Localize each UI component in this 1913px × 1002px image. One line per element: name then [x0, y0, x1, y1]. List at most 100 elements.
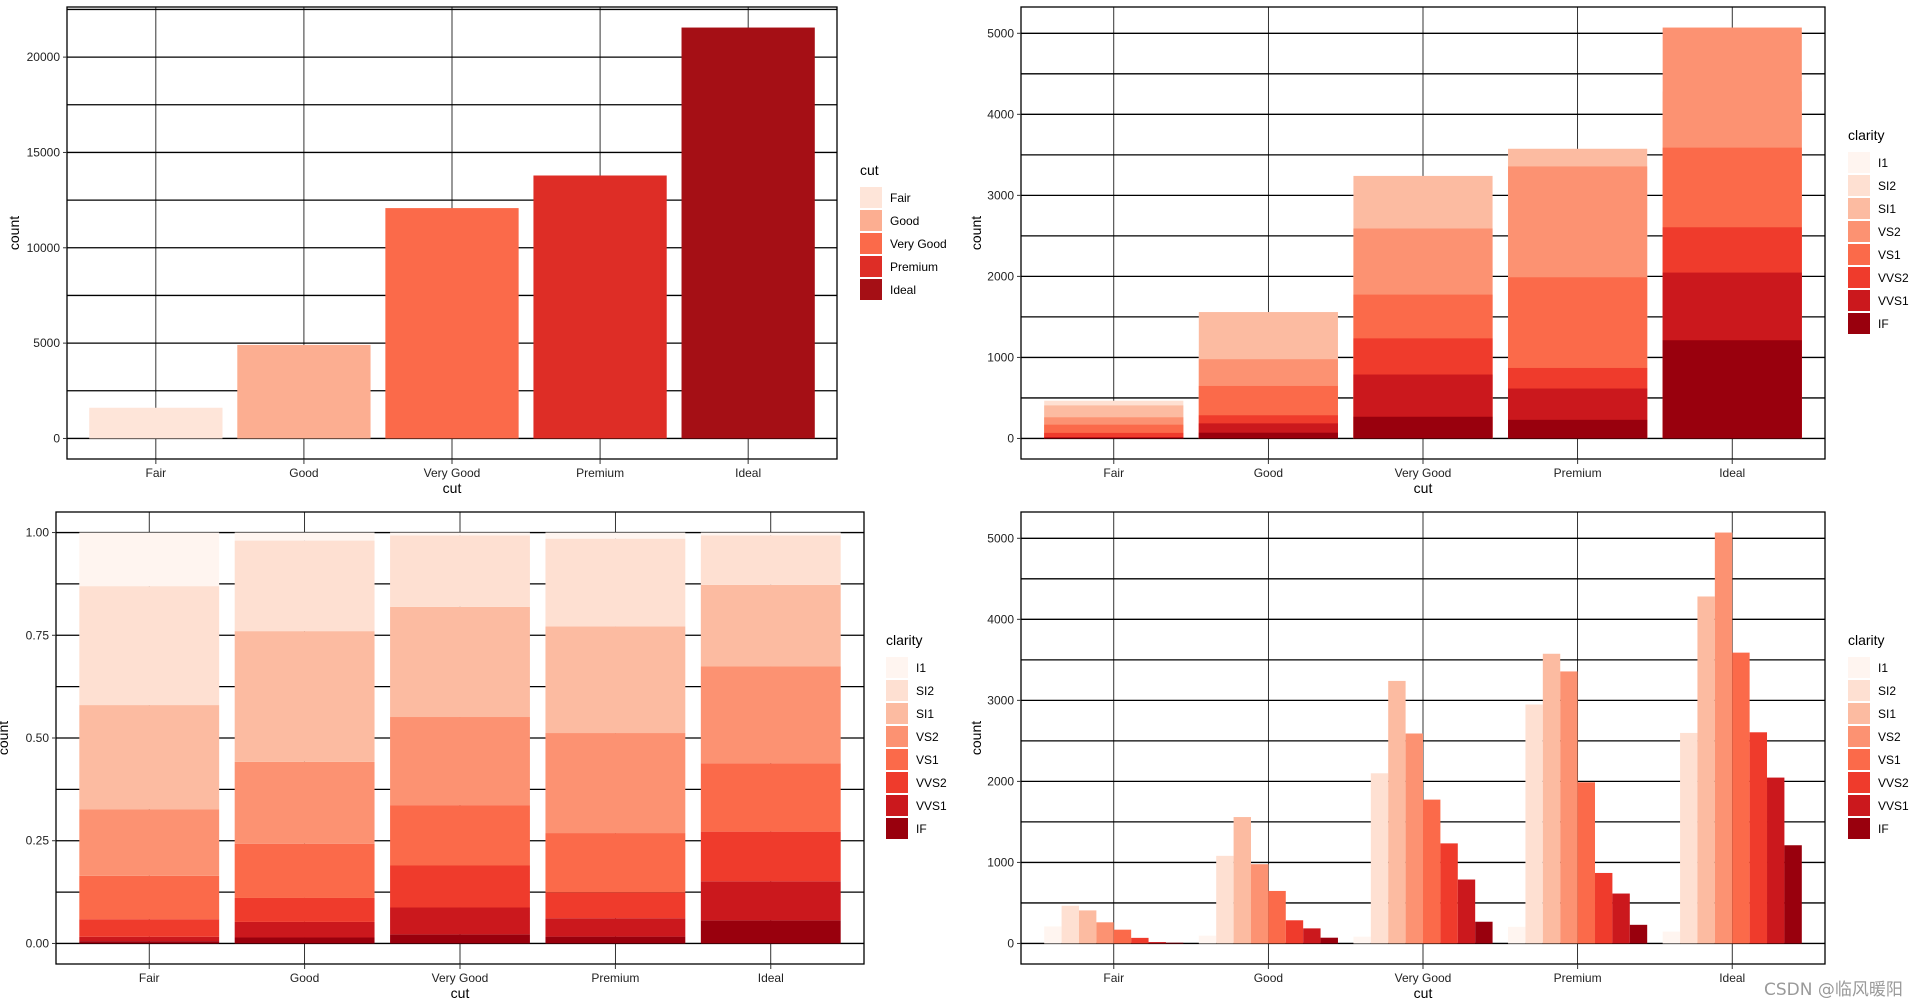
legend-title: clarity: [1848, 127, 1885, 143]
legend-label: Good: [890, 214, 919, 228]
bar-segment-VVS1: [79, 936, 220, 942]
x-tick-label: Premium: [576, 466, 624, 480]
y-tick-label: 0.25: [26, 834, 50, 848]
legend-key: [860, 187, 882, 208]
bar-segment-I1: [79, 532, 220, 587]
legend-label: SI2: [916, 684, 934, 698]
x-tick-label: Good: [1254, 971, 1283, 985]
bar-segment-SI2: [545, 538, 686, 627]
bar-VS1: [1268, 890, 1286, 944]
bar-VVS2: [1749, 732, 1768, 944]
bar-fair: [89, 407, 223, 439]
bar-segment-I1: [545, 532, 686, 539]
bar-segment-VVS2: [234, 897, 375, 922]
legend-label: VS2: [1878, 730, 1901, 744]
legend-key: [886, 818, 908, 839]
legend-label: SI2: [1878, 179, 1896, 193]
legend-label: VVS2: [1878, 776, 1909, 790]
y-tick-label: 0.00: [26, 936, 50, 950]
bar-segment-SI1: [700, 584, 841, 667]
bar-SI2: [1216, 855, 1234, 944]
legend-title: clarity: [886, 632, 923, 648]
x-axis-title: cut: [1414, 985, 1433, 1001]
legend-label: VVS1: [916, 799, 947, 813]
bar-VVS1: [1457, 879, 1476, 944]
x-tick-label: Premium: [591, 971, 639, 985]
bar-segment-VS2: [545, 733, 686, 834]
legend-label: I1: [1878, 156, 1888, 170]
bar-segment-I1: [700, 532, 841, 536]
bar-VS2: [1560, 671, 1578, 944]
y-axis-title: count: [0, 721, 11, 755]
legend-key: [1848, 726, 1870, 747]
bar-segment-VVS1: [545, 918, 686, 937]
bar-IF: [1475, 921, 1493, 944]
bar-segment-IF: [545, 936, 686, 944]
bar-premium: [533, 175, 667, 439]
legend-key: [886, 772, 908, 793]
bar-IF: [1198, 432, 1338, 439]
legend-key: [886, 703, 908, 724]
x-tick-label: Fair: [146, 466, 167, 480]
legend-key: [1848, 290, 1870, 311]
y-tick-label: 15000: [27, 145, 61, 159]
legend-key: [1848, 244, 1870, 265]
legend-label: Ideal: [890, 283, 916, 297]
legend-label: I1: [916, 661, 926, 675]
bar-IF: [1320, 937, 1338, 944]
bar-IF: [1508, 419, 1648, 439]
bar-segment-VS1: [79, 875, 220, 920]
y-tick-label: 3000: [987, 693, 1014, 707]
legend: clarity I1 SI2 SI1 VS2 VS1 VVS2 VVS1 IF: [1848, 127, 1909, 334]
chart-3: 0.00 0.25 0.50 0.75 1.00 Fair Good Very Good Pre…: [0, 511, 947, 1001]
bar-segment-SI2: [700, 535, 841, 585]
legend-label: I1: [1878, 661, 1888, 675]
bar-segment-VS1: [234, 843, 375, 898]
legend-label: SI1: [916, 707, 934, 721]
y-tick-label: 10000: [27, 241, 61, 255]
bar-VS1: [1423, 799, 1441, 944]
legend-key: [1848, 152, 1870, 173]
bar-VS2: [1096, 922, 1114, 944]
bar-SI1: [1697, 596, 1715, 944]
x-axis-title: cut: [443, 480, 462, 496]
legend-label: VVS1: [1878, 294, 1909, 308]
bar-segment-VS1: [545, 833, 686, 893]
legend-label: IF: [916, 822, 927, 836]
bar-SI1: [1078, 910, 1097, 944]
bar-VS1: [1732, 652, 1750, 944]
legend-key: [1848, 749, 1870, 770]
bar-segment-SI1: [545, 626, 686, 734]
legend-key: [860, 256, 882, 277]
bar-segment-I1: [390, 532, 530, 536]
bar-segment-SI1: [390, 606, 530, 718]
legend-key: [1848, 818, 1870, 839]
bar-VS2: [1405, 733, 1423, 944]
legend-label: VS1: [1878, 248, 1901, 262]
legend-key: [1848, 657, 1870, 678]
bar-segment-VS2: [79, 809, 220, 876]
legend-key: [1848, 703, 1870, 724]
bar-VVS2: [1285, 920, 1304, 944]
legend-label: IF: [1878, 822, 1889, 836]
x-tick-label: Very Good: [432, 971, 489, 985]
legend-key: [1848, 198, 1870, 219]
bar-segment-VS2: [700, 666, 841, 764]
legend-label: Very Good: [890, 237, 947, 251]
bar-IF: [1629, 924, 1648, 944]
legend-label: VS2: [916, 730, 939, 744]
legend-key: [1848, 175, 1870, 196]
bar-segment-IF: [79, 941, 220, 944]
legend-key: [1848, 313, 1870, 334]
y-tick-label: 0: [1007, 936, 1014, 950]
bar-SI1: [1233, 817, 1251, 944]
legend-title: cut: [860, 162, 879, 178]
chart-2: 0 1000 2000 3000 4000 5000 Fair Good Very Good Pr…: [968, 6, 1909, 496]
y-tick-label: 0: [1007, 431, 1014, 445]
bar-segment-VVS1: [390, 907, 530, 935]
bar-VVS1: [1148, 942, 1166, 944]
bar-segment-VVS2: [390, 865, 530, 908]
legend-label: VS1: [916, 753, 939, 767]
legend-label: VS1: [1878, 753, 1901, 767]
